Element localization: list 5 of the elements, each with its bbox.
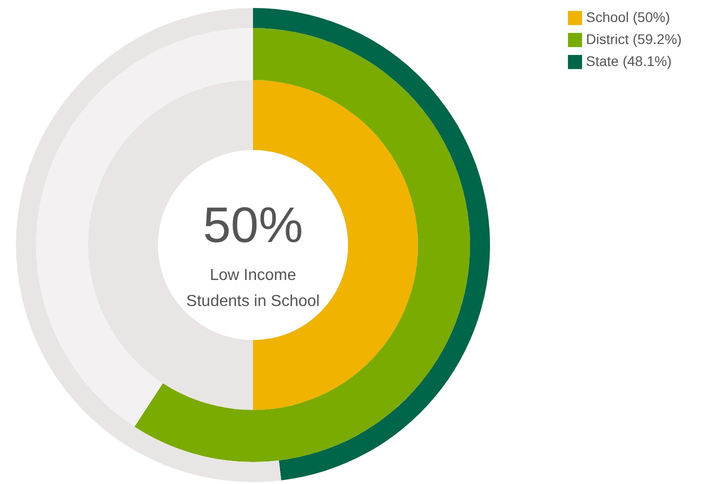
- text: 50%: [202, 197, 304, 253]
- text: Low Income Students in School: [186, 267, 320, 310]
- legend-label: District (59.2%): [586, 31, 682, 47]
- legend-label: School (50%): [586, 9, 670, 25]
- legend-label: State (48.1%): [586, 53, 672, 69]
